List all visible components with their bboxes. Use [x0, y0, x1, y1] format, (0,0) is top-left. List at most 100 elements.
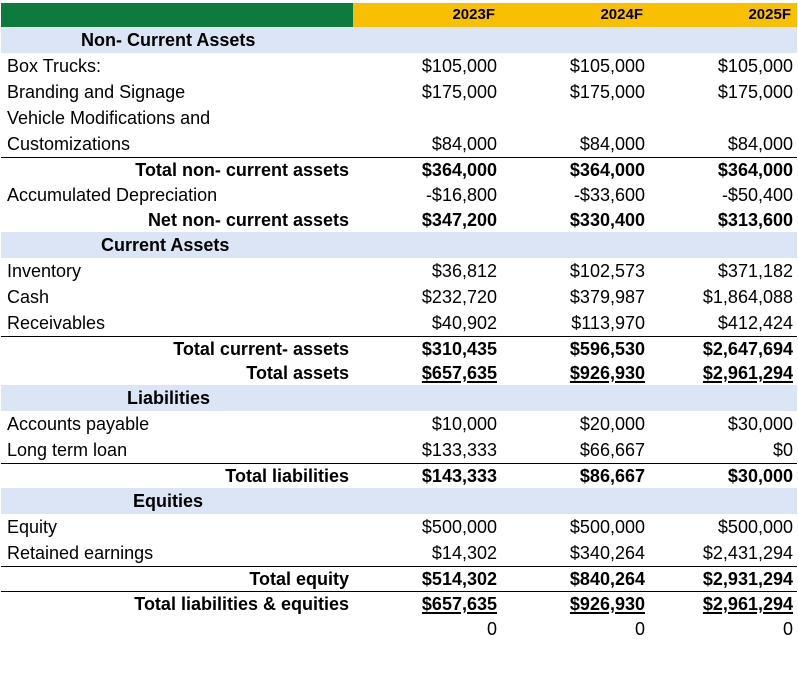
total-row: Total liabilities & equities $657,635 $926… [1, 591, 797, 616]
section-title: Current Assets [1, 232, 353, 258]
value-cell: $86,667 [501, 463, 649, 488]
section-header-row: Equities [1, 488, 797, 514]
value-cell: $84,000 [579, 134, 645, 154]
value-cell: $926,930 [501, 591, 649, 616]
section-empty-cell [501, 488, 649, 514]
value-cell: 0 [634, 619, 645, 639]
section-header-row: Current Assets [1, 232, 797, 258]
section-empty-cell [353, 27, 501, 53]
table-row: Inventory $36,812 $102,573 $371,182 [1, 258, 797, 284]
header-label-cell [1, 3, 353, 27]
value-cell: $102,573 [569, 261, 645, 281]
table-row: Long term loan $133,333 $66,667 $0 [1, 437, 797, 464]
balance-sheet-table: 2023F 2024F 2025F Non- Current Assets Box… [1, 3, 797, 642]
row-label: Retained earnings [7, 543, 154, 563]
value-cell: $20,000 [579, 414, 645, 434]
section-title: Liabilities [1, 385, 353, 411]
row-label: Receivables [7, 313, 106, 333]
value-cell: $40,902 [431, 313, 497, 333]
value-cell: $105,000 [717, 56, 793, 76]
value-cell: $412,424 [717, 313, 793, 333]
value-cell: $840,264 [501, 566, 649, 592]
row-label: Vehicle Modifications and [7, 108, 211, 128]
table-row: Accumulated Depreciation -$16,800 -$33,600… [1, 182, 797, 208]
value-cell: $596,530 [501, 336, 649, 361]
value-cell: $84,000 [431, 134, 497, 154]
value-cell: $30,000 [727, 414, 793, 434]
row-label: Accounts payable [7, 414, 150, 434]
table-row: Receivables $40,902 $113,970 $412,424 [1, 310, 797, 337]
value-cell: $364,000 [649, 157, 797, 182]
row-label: Long term loan [7, 440, 128, 460]
value-cell: $657,635 [353, 591, 501, 616]
value-cell: $105,000 [569, 56, 645, 76]
value-cell: $657,635 [353, 361, 501, 385]
value-cell: $143,333 [353, 463, 501, 488]
value-cell: $347,200 [421, 210, 497, 230]
value-cell: -$16,800 [425, 185, 497, 205]
section-empty-cell [649, 385, 797, 411]
section-header-row: Liabilities [1, 385, 797, 411]
row-label: Total assets [246, 363, 349, 383]
row-label: Cash [7, 287, 50, 307]
section-empty-cell [649, 27, 797, 53]
table-row: Cash $232,720 $379,987 $1,864,088 [1, 284, 797, 310]
value-cell: $36,812 [431, 261, 497, 281]
row-label: Inventory [7, 261, 82, 281]
header-year-2023: 2023F [353, 3, 501, 27]
total-row: Total current- assets $310,435 $596,530 $2,… [1, 336, 797, 361]
total-row: Total assets $657,635 $926,930 $2,961,294 [1, 361, 797, 385]
section-empty-cell [353, 385, 501, 411]
section-empty-cell [353, 488, 501, 514]
header-row: 2023F 2024F 2025F [1, 3, 797, 27]
value-cell: $500,000 [569, 517, 645, 537]
value-cell: -$50,400 [721, 185, 793, 205]
value-cell: $133,333 [421, 440, 497, 460]
underlined-value: $2,961,294 [702, 594, 793, 614]
row-label [1, 616, 353, 642]
value-cell: $926,930 [501, 361, 649, 385]
value-cell: $14,302 [431, 543, 497, 563]
value-cell: $2,931,294 [649, 566, 797, 592]
table-row: Branding and Signage $175,000 $175,000 $175… [1, 79, 797, 105]
row-label: Branding and Signage [7, 82, 186, 102]
value-cell [649, 105, 797, 131]
value-cell: $1,864,088 [702, 287, 793, 307]
row-label: Customizations [7, 134, 131, 154]
value-cell: $175,000 [717, 82, 793, 102]
value-cell: -$33,600 [573, 185, 645, 205]
value-cell: $105,000 [421, 56, 497, 76]
row-label: Total liabilities & equities [1, 591, 353, 616]
row-label: Total equity [1, 566, 353, 592]
total-row: Total equity $514,302 $840,264 $2,931,294 [1, 566, 797, 592]
value-cell: $0 [772, 440, 793, 460]
row-label: Box Trucks: [7, 56, 102, 76]
row-label: Net non- current assets [147, 210, 349, 230]
value-cell: $514,302 [353, 566, 501, 592]
underlined-value: $2,961,294 [702, 363, 793, 383]
value-cell: $30,000 [649, 463, 797, 488]
value-cell: 0 [486, 619, 497, 639]
value-cell: $364,000 [501, 157, 649, 182]
value-cell: $232,720 [421, 287, 497, 307]
row-label: Total non- current assets [1, 157, 353, 182]
value-cell: $2,961,294 [649, 361, 797, 385]
value-cell: $175,000 [569, 82, 645, 102]
value-cell [501, 105, 649, 131]
value-cell: $500,000 [421, 517, 497, 537]
value-cell: $500,000 [717, 517, 793, 537]
underlined-value: $926,930 [569, 363, 645, 383]
section-empty-cell [649, 232, 797, 258]
total-row: Total liabilities $143,333 $86,667 $30,000 [1, 463, 797, 488]
value-cell: $10,000 [431, 414, 497, 434]
value-cell: $379,987 [569, 287, 645, 307]
value-cell: $310,435 [353, 336, 501, 361]
value-cell: $2,961,294 [649, 591, 797, 616]
underlined-value: $657,635 [421, 594, 497, 614]
row-label: Total current- assets [1, 336, 353, 361]
value-cell: $340,264 [569, 543, 645, 563]
balance-sheet-body: 2023F 2024F 2025F Non- Current Assets Box… [1, 3, 797, 642]
header-year-2025: 2025F [649, 3, 797, 27]
table-row: Retained earnings $14,302 $340,264 $2,431,2… [1, 540, 797, 567]
header-year-2024: 2024F [501, 3, 649, 27]
